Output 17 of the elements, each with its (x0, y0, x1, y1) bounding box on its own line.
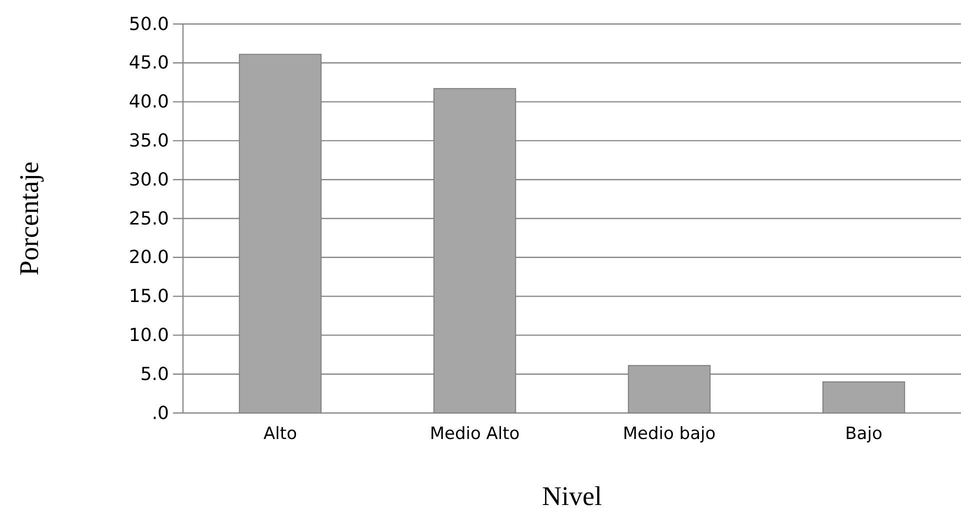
x-axis-title: Nivel (542, 481, 602, 511)
x-tick-label: Alto (264, 424, 297, 444)
y-tick-label: 45.0 (128, 52, 169, 74)
x-tick-label: Medio bajo (622, 424, 716, 444)
y-tick-label: 10.0 (128, 324, 169, 346)
y-tick-label: 35.0 (128, 130, 169, 152)
y-tick-label: 20.0 (128, 247, 169, 268)
y-axis-title: Porcentaje (14, 162, 44, 276)
y-tick-label: 15.0 (128, 286, 169, 308)
y-tick-label: 40.0 (128, 92, 169, 113)
x-tick-label: Medio Alto (430, 424, 520, 444)
y-tick-label: 50.0 (128, 14, 169, 35)
y-tick-label: 25.0 (128, 208, 169, 230)
y-tick-label: 30.0 (128, 169, 169, 190)
x-tick-label: Bajo (845, 424, 882, 444)
y-tick-label: .0 (152, 402, 169, 424)
y-tick-label: 5.0 (140, 364, 169, 385)
